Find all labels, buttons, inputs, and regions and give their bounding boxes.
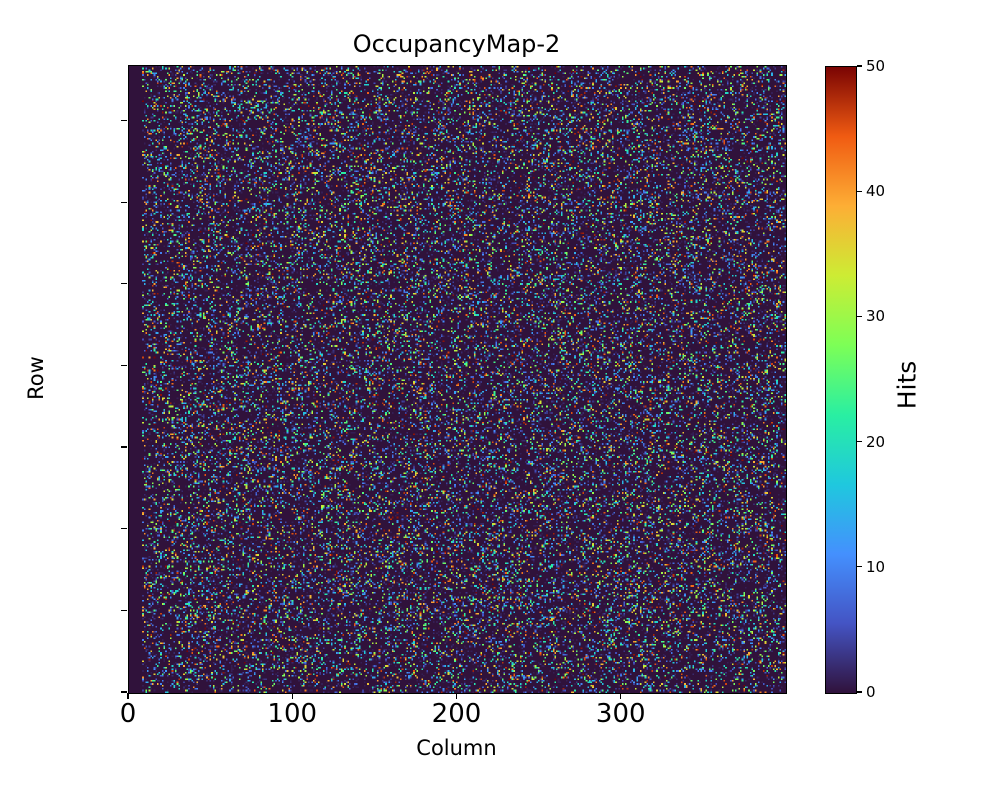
colorbar-tick-label: 30 [866,307,886,326]
y-tick-mark [121,364,127,367]
colorbar-tick-label: 0 [866,683,876,701]
heatmap-canvas [129,66,786,693]
y-tick-mark [121,201,127,203]
y-tick-mark [121,609,127,611]
x-tick-mark [620,693,622,699]
colorbar-tick-label: 50 [866,57,886,75]
y-tick-mark [121,119,127,122]
colorbar-tick-mark [857,691,862,693]
x-tick-label: 100 [267,699,318,729]
colorbar-tick-mark [857,315,862,317]
colorbar-label: Hits [892,360,922,410]
y-axis-label: Row [24,356,48,400]
y-tick-mark [121,691,127,693]
colorbar-tick-label: 20 [866,432,886,451]
y-tick-mark [121,446,127,448]
x-tick-mark [127,693,129,699]
plot-area [128,65,787,694]
chart-title: OccupancyMap-2 [352,30,561,58]
colorbar-gradient [826,67,856,693]
colorbar-tick-label: 40 [866,182,886,201]
y-tick-mark [121,283,127,285]
x-tick-label: 300 [595,699,646,729]
colorbar-tick-mark [857,566,862,568]
colorbar [825,66,857,694]
y-tick-mark [121,528,127,530]
colorbar-tick-mark [857,441,862,443]
colorbar-tick-mark [857,65,862,67]
colorbar-tick-label: 10 [866,557,886,576]
x-tick-label: 200 [431,699,482,729]
colorbar-tick-mark [857,190,862,192]
x-tick-label: 0 [119,699,137,729]
x-tick-mark [291,693,293,699]
x-tick-mark [455,693,458,699]
x-axis-label: Column [416,736,497,760]
